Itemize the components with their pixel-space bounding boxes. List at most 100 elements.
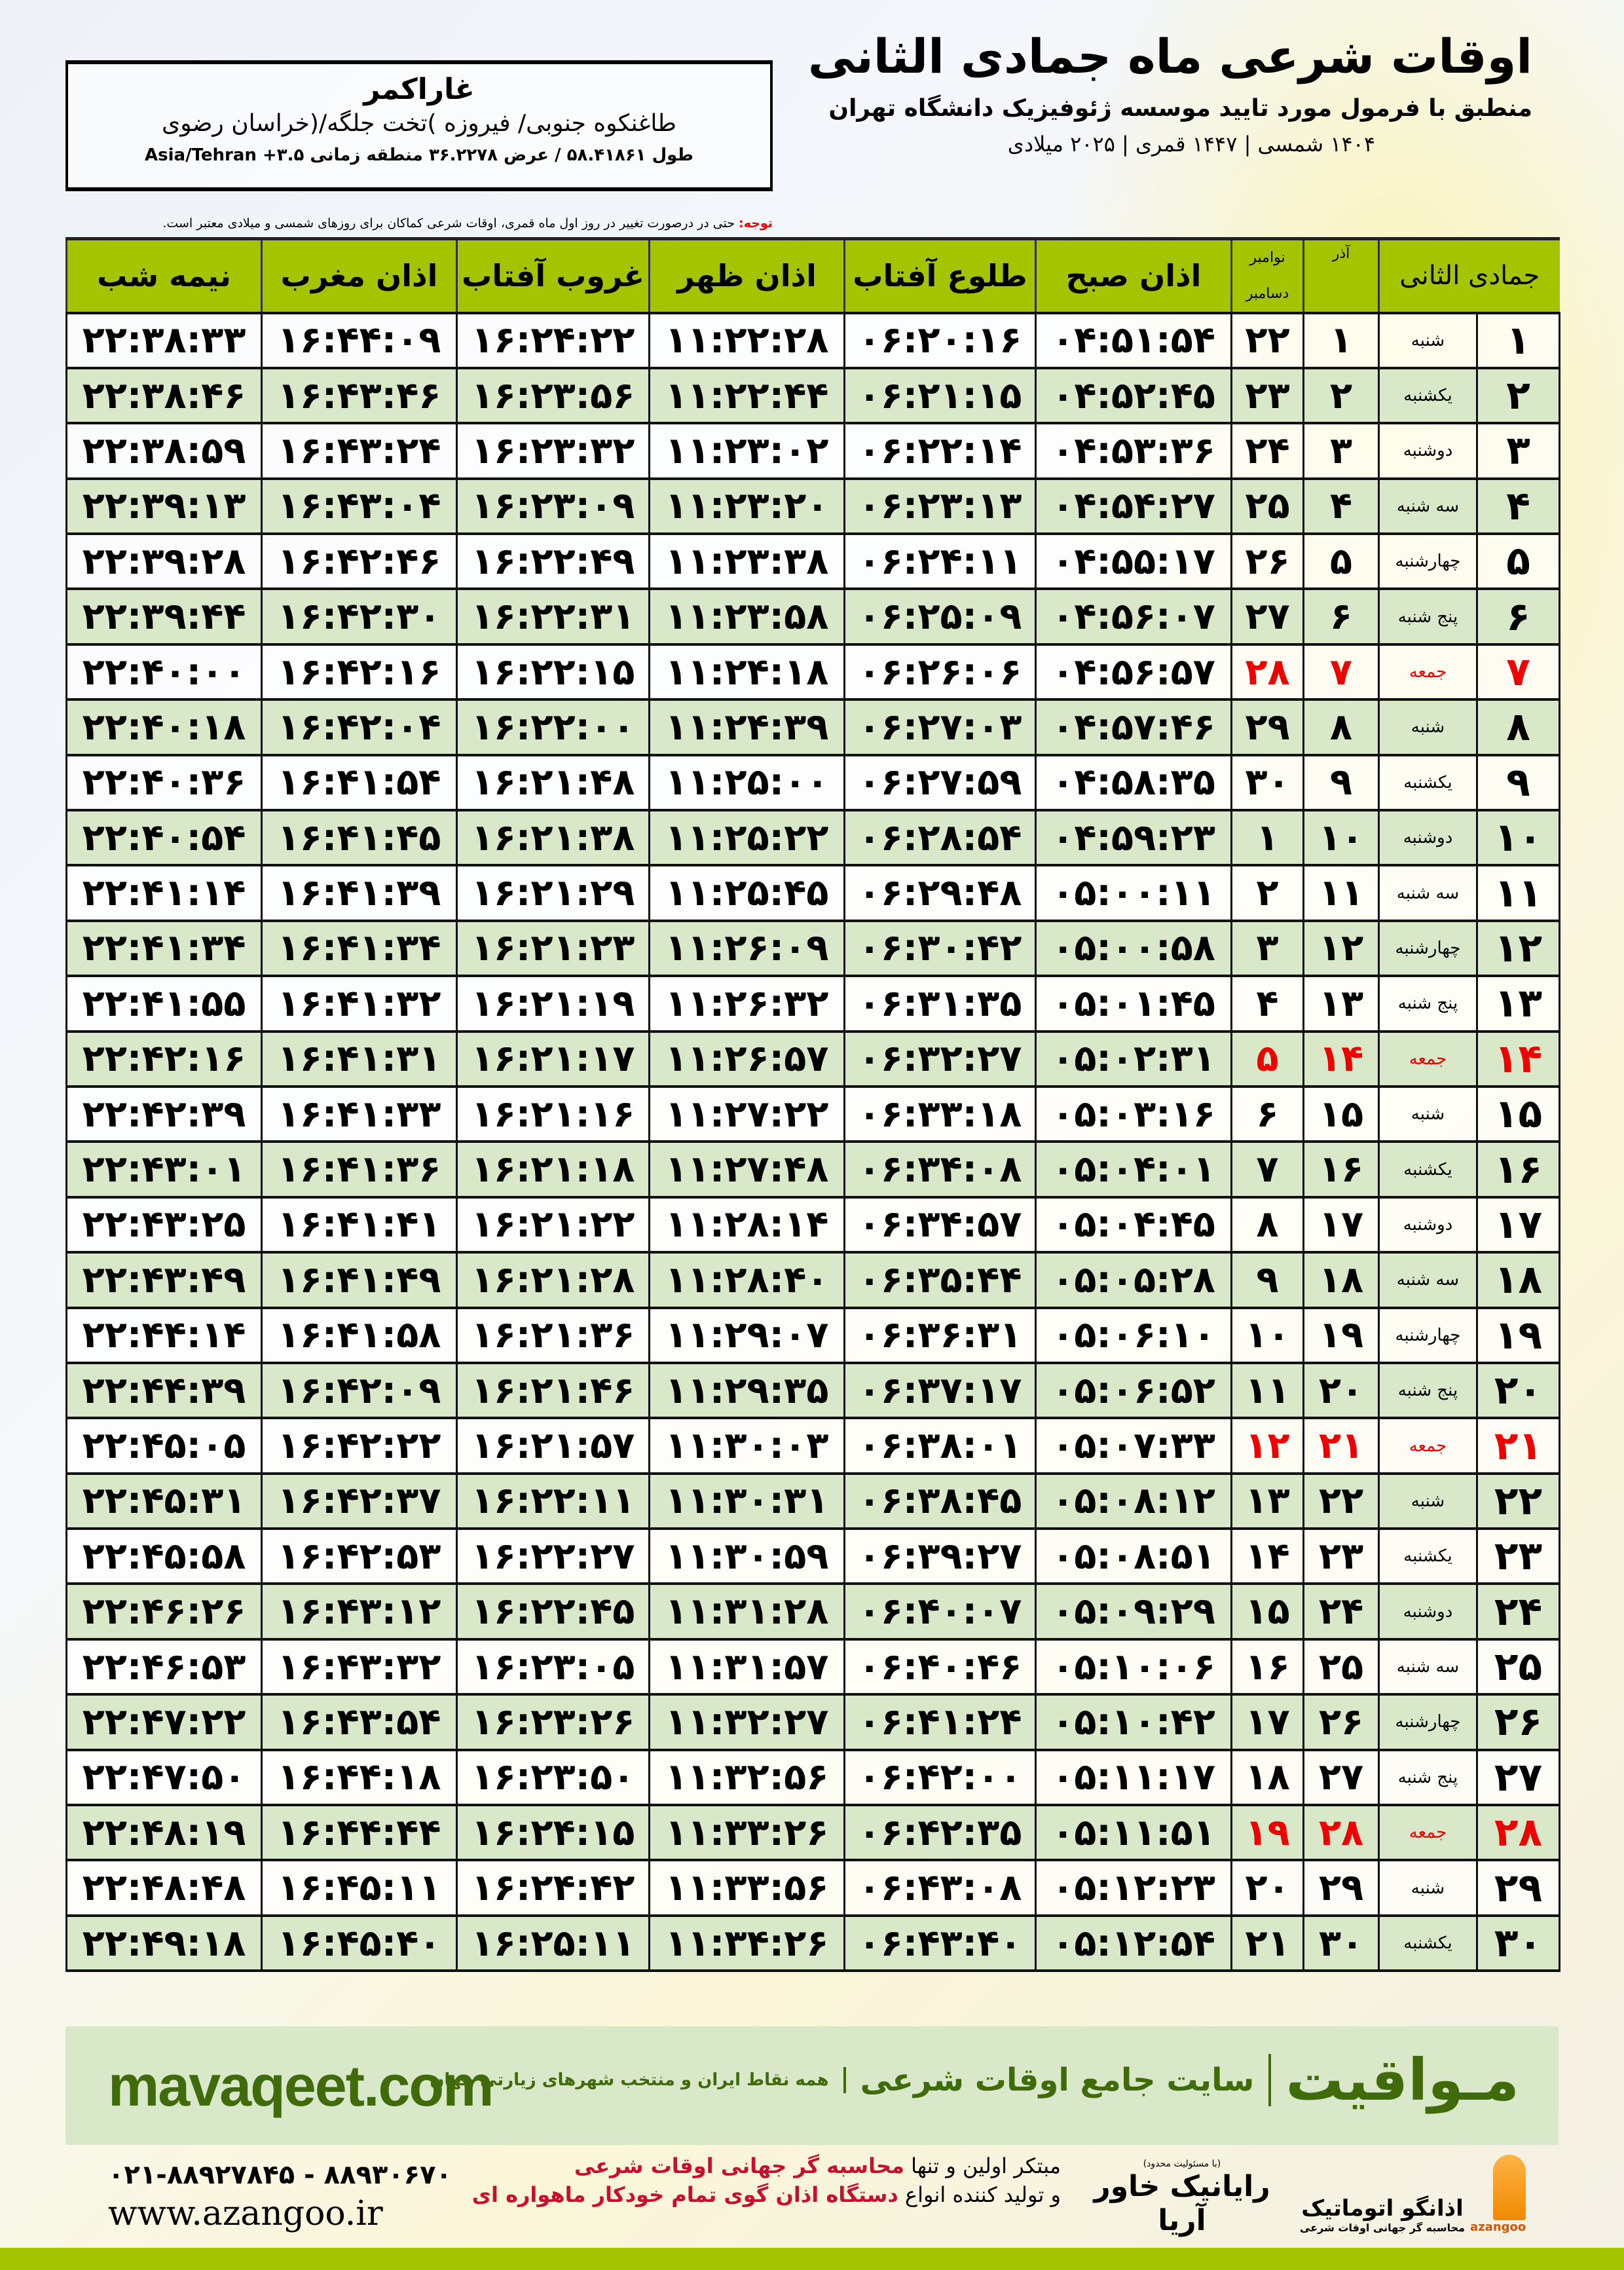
cell-dayname: شنبه [1378, 1472, 1478, 1531]
cell-dhuhr: ۱۱:۲۹:۳۵ [648, 1361, 845, 1420]
cell-sunset: ۱۶:۲۳:۰۹ [456, 477, 650, 536]
cell-dayname: چهارشنبه [1378, 919, 1478, 978]
table-row: ۲۲:۳۹:۴۴ ۱۶:۴۲:۳۰ ۱۶:۲۲:۳۱ ۱۱:۲۳:۵۸ ۰۶:۲۵:۰۹… [65, 587, 1560, 646]
cell-sunrise: ۰۶:۴۱:۲۴ [843, 1693, 1037, 1751]
cell-maghrib: ۱۶:۴۲:۳۰ [261, 587, 458, 646]
cell-fajr: ۰۵:۰۴:۴۵ [1035, 1195, 1232, 1254]
header-gregorian: نوامبر دسامبر [1230, 237, 1304, 313]
cell-azar: ۸ [1302, 698, 1380, 756]
cell-greg: ۲۴ [1230, 422, 1304, 480]
cell-sunset: ۱۶:۲۱:۳۸ [456, 809, 650, 867]
cell-sunset: ۱۶:۲۴:۱۵ [456, 1804, 650, 1862]
azangoo-link[interactable]: www.azangoo.ir [108, 2194, 383, 2233]
header-fajr: اذان صبح [1035, 237, 1232, 313]
divider [843, 2066, 846, 2093]
cell-dhuhr: ۱۱:۲۸:۴۰ [648, 1251, 845, 1309]
cell-sunset: ۱۶:۲۲:۰۰ [456, 698, 650, 756]
cell-greg: ۲۹ [1230, 698, 1304, 756]
cell-azar: ۱۹ [1302, 1306, 1380, 1364]
cell-dhuhr: ۱۱:۲۶:۳۲ [648, 975, 845, 1033]
cell-midnight: ۲۲:۳۸:۴۶ [65, 366, 263, 425]
cell-day: ۲۷ [1476, 1748, 1560, 1807]
cell-greg: ۱۴ [1230, 1527, 1304, 1586]
cell-midnight: ۲۲:۴۰:۵۴ [65, 809, 263, 867]
cell-sunrise: ۰۶:۴۲:۳۵ [843, 1804, 1037, 1862]
cell-maghrib: ۱۶:۴۱:۴۵ [261, 809, 458, 867]
cell-sunset: ۱۶:۲۳:۲۶ [456, 1693, 650, 1751]
cell-day: ۱۶ [1476, 1140, 1560, 1199]
cell-sunrise: ۰۶:۳۲:۲۷ [843, 1030, 1037, 1088]
cell-maghrib: ۱۶:۴۳:۳۲ [261, 1637, 458, 1696]
header-dhuhr: اذان ظهر [648, 237, 845, 313]
table-row: ۲۲:۴۵:۵۸ ۱۶:۴۲:۵۳ ۱۶:۲۲:۲۷ ۱۱:۳۰:۵۹ ۰۶:۳۹:۲۷… [65, 1527, 1560, 1586]
cell-dhuhr: ۱۱:۳۰:۳۱ [648, 1472, 845, 1531]
header-maghrib: اذان مغرب [261, 237, 457, 313]
cell-greg: ۱۷ [1230, 1693, 1304, 1751]
note-text: حتی در درصورت تغییر در روز اول ماه قمری،… [162, 216, 739, 231]
cell-dhuhr: ۱۱:۲۳:۰۲ [648, 422, 845, 480]
cell-midnight: ۲۲:۴۱:۱۴ [65, 864, 263, 922]
cell-midnight: ۲۲:۴۳:۲۵ [65, 1195, 263, 1254]
cell-fajr: ۰۵:۱۱:۱۷ [1035, 1748, 1232, 1807]
cell-azar: ۱۷ [1302, 1195, 1380, 1254]
cell-maghrib: ۱۶:۴۱:۴۱ [261, 1195, 458, 1254]
table-row: ۲۲:۳۸:۳۳ ۱۶:۴۴:۰۹ ۱۶:۲۴:۲۲ ۱۱:۲۲:۲۸ ۰۶:۲۰:۱۶… [65, 311, 1560, 369]
cell-sunset: ۱۶:۲۱:۴۶ [456, 1361, 650, 1420]
table-row: ۲۲:۴۳:۴۹ ۱۶:۴۱:۴۹ ۱۶:۲۱:۲۸ ۱۱:۲۸:۴۰ ۰۶:۳۵:۴۴… [65, 1251, 1560, 1309]
cell-dayname: سه شنبه [1378, 477, 1478, 536]
cell-day: ۹ [1476, 753, 1560, 812]
cell-greg: ۲۵ [1230, 477, 1304, 536]
mavaqeet-banner[interactable]: mavaqeet.com مـواقیت سایت جامع اوقات شرع… [65, 2026, 1559, 2145]
cell-maghrib: ۱۶:۴۳:۰۴ [261, 477, 458, 536]
cell-dayname: چهارشنبه [1378, 532, 1478, 591]
cell-dayname: شنبه [1378, 311, 1478, 369]
phone-numbers: ۰۲۱-۸۸۹۲۷۸۴۵ - ۸۸۹۳۰۶۷۰ [108, 2160, 452, 2190]
city-name: غاراکمر [363, 73, 475, 106]
cell-greg: ۵ [1230, 1030, 1304, 1088]
cell-azar: ۱۶ [1302, 1140, 1380, 1199]
cell-day: ۲۸ [1476, 1804, 1560, 1862]
table-row: ۲۲:۳۸:۴۶ ۱۶:۴۳:۴۶ ۱۶:۲۳:۵۶ ۱۱:۲۲:۴۴ ۰۶:۲۱:۱۵… [65, 366, 1560, 425]
cell-day: ۲۵ [1476, 1637, 1560, 1696]
cell-fajr: ۰۵:۰۱:۴۵ [1035, 975, 1232, 1033]
cell-azar: ۱۵ [1302, 1085, 1380, 1144]
cell-maghrib: ۱۶:۴۱:۳۹ [261, 864, 458, 922]
cell-sunrise: ۰۶:۲۴:۱۱ [843, 532, 1037, 591]
cell-dhuhr: ۱۱:۳۲:۲۷ [648, 1693, 845, 1751]
cell-midnight: ۲۲:۴۴:۳۹ [65, 1361, 263, 1420]
table-row: ۲۲:۴۸:۱۹ ۱۶:۴۴:۴۴ ۱۶:۲۴:۱۵ ۱۱:۳۳:۲۶ ۰۶:۴۲:۳۵… [65, 1804, 1560, 1862]
cell-dayname: جمعه [1378, 642, 1478, 701]
cell-sunrise: ۰۶:۳۷:۱۷ [843, 1361, 1037, 1420]
table-row: ۲۲:۴۸:۴۸ ۱۶:۴۵:۱۱ ۱۶:۲۴:۴۲ ۱۱:۳۳:۵۶ ۰۶:۴۳:۰۸… [65, 1859, 1560, 1917]
location-box: غاراکمر طاغنکوه جنوبی/ فیروزه )تخت جلگه/… [65, 60, 773, 191]
cell-maghrib: ۱۶:۴۴:۰۹ [261, 311, 458, 369]
cell-azar: ۲۲ [1302, 1472, 1380, 1531]
cell-midnight: ۲۲:۴۰:۳۶ [65, 753, 263, 812]
header-midnight: نیمه شب [65, 237, 262, 313]
cell-dayname: سه شنبه [1378, 864, 1478, 922]
cell-maghrib: ۱۶:۴۱:۳۶ [261, 1140, 458, 1199]
cell-fajr: ۰۵:۰۲:۳۱ [1035, 1030, 1232, 1088]
cell-dhuhr: ۱۱:۲۵:۴۵ [648, 864, 845, 922]
table-row: ۲۲:۴۲:۱۶ ۱۶:۴۱:۳۱ ۱۶:۲۱:۱۷ ۱۱:۲۶:۵۷ ۰۶:۳۲:۲۷… [65, 1030, 1560, 1088]
cell-azar: ۲ [1302, 366, 1380, 425]
cell-midnight: ۲۲:۴۱:۳۴ [65, 919, 263, 978]
cell-maghrib: ۱۶:۴۱:۳۳ [261, 1085, 458, 1144]
cell-azar: ۲۴ [1302, 1582, 1380, 1641]
mavaqeet-link[interactable]: mavaqeet.com [108, 2053, 494, 2118]
cell-azar: ۳۰ [1302, 1914, 1380, 1973]
cell-fajr: ۰۴:۵۶:۵۷ [1035, 642, 1232, 701]
cell-day: ۱ [1476, 311, 1560, 369]
cell-azar: ۱۲ [1302, 919, 1380, 978]
table-header: نیمه شب اذان مغرب غروب آفتاب اذان ظهر طل… [65, 237, 1560, 313]
azangoo-logo: azangoo اذانگو اتوماتیک محاسبه گر جهانی ا… [1300, 2155, 1526, 2234]
cell-dayname: پنج شنبه [1378, 1748, 1478, 1807]
cell-day: ۱۷ [1476, 1195, 1560, 1254]
cell-day: ۲۹ [1476, 1859, 1560, 1917]
cell-day: ۴ [1476, 477, 1560, 536]
cell-sunrise: ۰۶:۲۸:۵۴ [843, 809, 1037, 867]
cell-sunset: ۱۶:۲۳:۳۲ [456, 422, 650, 480]
cell-dayname: یکشنبه [1378, 366, 1478, 425]
cell-maghrib: ۱۶:۴۱:۳۲ [261, 975, 458, 1033]
cell-day: ۳ [1476, 422, 1560, 480]
